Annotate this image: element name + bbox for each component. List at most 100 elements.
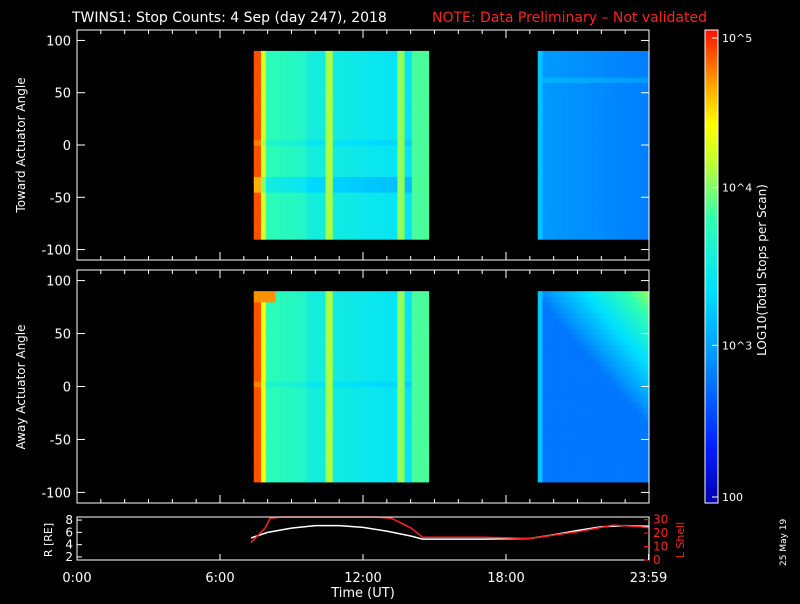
heatmap-cell bbox=[325, 56, 329, 62]
heatmap-cell bbox=[639, 150, 643, 157]
heatmap-cell bbox=[275, 71, 279, 78]
heatmap-cell bbox=[342, 218, 346, 225]
heatmap-cell bbox=[537, 160, 541, 167]
heatmap-cell bbox=[339, 150, 343, 157]
heatmap-cell bbox=[409, 233, 413, 240]
heatmap-cell bbox=[589, 56, 593, 62]
heatmap-cell bbox=[378, 103, 382, 110]
heatmap-cell bbox=[316, 82, 319, 89]
heatmap-cell bbox=[292, 465, 296, 472]
heatmap-cell bbox=[306, 139, 310, 146]
heatmap-cell bbox=[380, 181, 384, 188]
heatmap-cell bbox=[575, 82, 579, 89]
heatmap-cell bbox=[392, 160, 396, 167]
heatmap-cell bbox=[275, 186, 279, 193]
heatmap-cell bbox=[575, 155, 579, 162]
heatmap-cell bbox=[292, 381, 296, 388]
heatmap-cell bbox=[325, 134, 329, 141]
heatmap-cell bbox=[568, 82, 572, 89]
heatmap-cell bbox=[256, 423, 260, 430]
heatmap-cell bbox=[390, 181, 394, 188]
heatmap-cell bbox=[306, 207, 310, 214]
heatmap-cell bbox=[547, 202, 551, 209]
heatmap-cell bbox=[375, 92, 379, 99]
heatmap-cell bbox=[263, 186, 267, 193]
heatmap-cell bbox=[399, 103, 403, 110]
heatmap-cell bbox=[265, 186, 269, 193]
heatmap-cell bbox=[308, 218, 312, 225]
heatmap-cell bbox=[366, 82, 370, 89]
heatmap-cell bbox=[641, 71, 645, 78]
heatmap-cell bbox=[556, 233, 560, 240]
heatmap-cell bbox=[617, 124, 621, 130]
heatmap-cell bbox=[395, 108, 399, 115]
heatmap-cell bbox=[416, 165, 420, 172]
heatmap-cell bbox=[282, 129, 286, 136]
heatmap-cell bbox=[292, 61, 296, 68]
heatmap-cell bbox=[402, 176, 406, 183]
heatmap-cell bbox=[617, 223, 621, 230]
heatmap-cell bbox=[359, 186, 363, 193]
heatmap-cell bbox=[540, 82, 544, 89]
heatmap-cell bbox=[366, 228, 370, 235]
heatmap-cell bbox=[636, 124, 640, 130]
heatmap-cell bbox=[253, 233, 257, 240]
heatmap-cell bbox=[258, 223, 262, 230]
heatmap-cell bbox=[253, 444, 257, 451]
heatmap-cell bbox=[308, 207, 312, 214]
heatmap-cell bbox=[265, 192, 269, 198]
heatmap-cell bbox=[282, 397, 286, 403]
heatmap-cell bbox=[570, 108, 574, 115]
heatmap-cell bbox=[313, 66, 317, 73]
heatmap-cell bbox=[263, 160, 267, 167]
heatmap-cell bbox=[301, 56, 305, 62]
heatmap-cell bbox=[287, 212, 291, 219]
heatmap-cell bbox=[625, 92, 628, 99]
heatmap-cell bbox=[280, 103, 284, 110]
heatmap-cell bbox=[584, 56, 588, 62]
heatmap-cell bbox=[397, 223, 401, 230]
heatmap-cell bbox=[361, 56, 365, 62]
heatmap-cell bbox=[366, 61, 370, 68]
heatmap-cell bbox=[418, 223, 422, 230]
heatmap-cell bbox=[359, 176, 363, 183]
heatmap-cell bbox=[272, 212, 276, 219]
heatmap-cell bbox=[409, 118, 413, 125]
heatmap-cell bbox=[275, 333, 279, 340]
heatmap-cell bbox=[299, 176, 303, 183]
heatmap-cell bbox=[361, 71, 365, 78]
heatmap-cell bbox=[629, 186, 633, 193]
heatmap-cell bbox=[542, 113, 546, 120]
heatmap-cell bbox=[316, 202, 319, 209]
heatmap-cell bbox=[296, 439, 300, 446]
heatmap-cell bbox=[411, 233, 415, 240]
heatmap-cell bbox=[603, 186, 607, 193]
heatmap-cell bbox=[641, 108, 645, 115]
heatmap-cell bbox=[260, 418, 264, 425]
heatmap-cell bbox=[260, 171, 264, 177]
heatmap-cell bbox=[411, 202, 415, 209]
heatmap-cell bbox=[272, 455, 276, 462]
heatmap-cell bbox=[547, 228, 551, 235]
heatmap-cell bbox=[568, 223, 572, 230]
heatmap-cell bbox=[418, 171, 422, 177]
heatmap-cell bbox=[421, 202, 425, 209]
heatmap-cell bbox=[406, 82, 410, 89]
heatmap-cell bbox=[323, 71, 327, 78]
heatmap-cell bbox=[625, 61, 628, 68]
heatmap-cell bbox=[537, 150, 541, 157]
heatmap-cell bbox=[304, 129, 308, 136]
heatmap-cell bbox=[385, 71, 389, 78]
heatmap-cell bbox=[423, 218, 427, 225]
heatmap-cell bbox=[418, 181, 422, 188]
heatmap-cell bbox=[294, 129, 298, 136]
heatmap-cell bbox=[275, 360, 279, 366]
heatmap-cell bbox=[629, 118, 633, 125]
heatmap-cell bbox=[387, 202, 391, 209]
heatmap-cell bbox=[426, 129, 430, 136]
heatmap-cell bbox=[292, 312, 296, 319]
heatmap-cell bbox=[632, 50, 636, 57]
heatmap-cell bbox=[292, 113, 296, 120]
heatmap-cell bbox=[615, 103, 619, 110]
heatmap-cell bbox=[265, 155, 269, 162]
